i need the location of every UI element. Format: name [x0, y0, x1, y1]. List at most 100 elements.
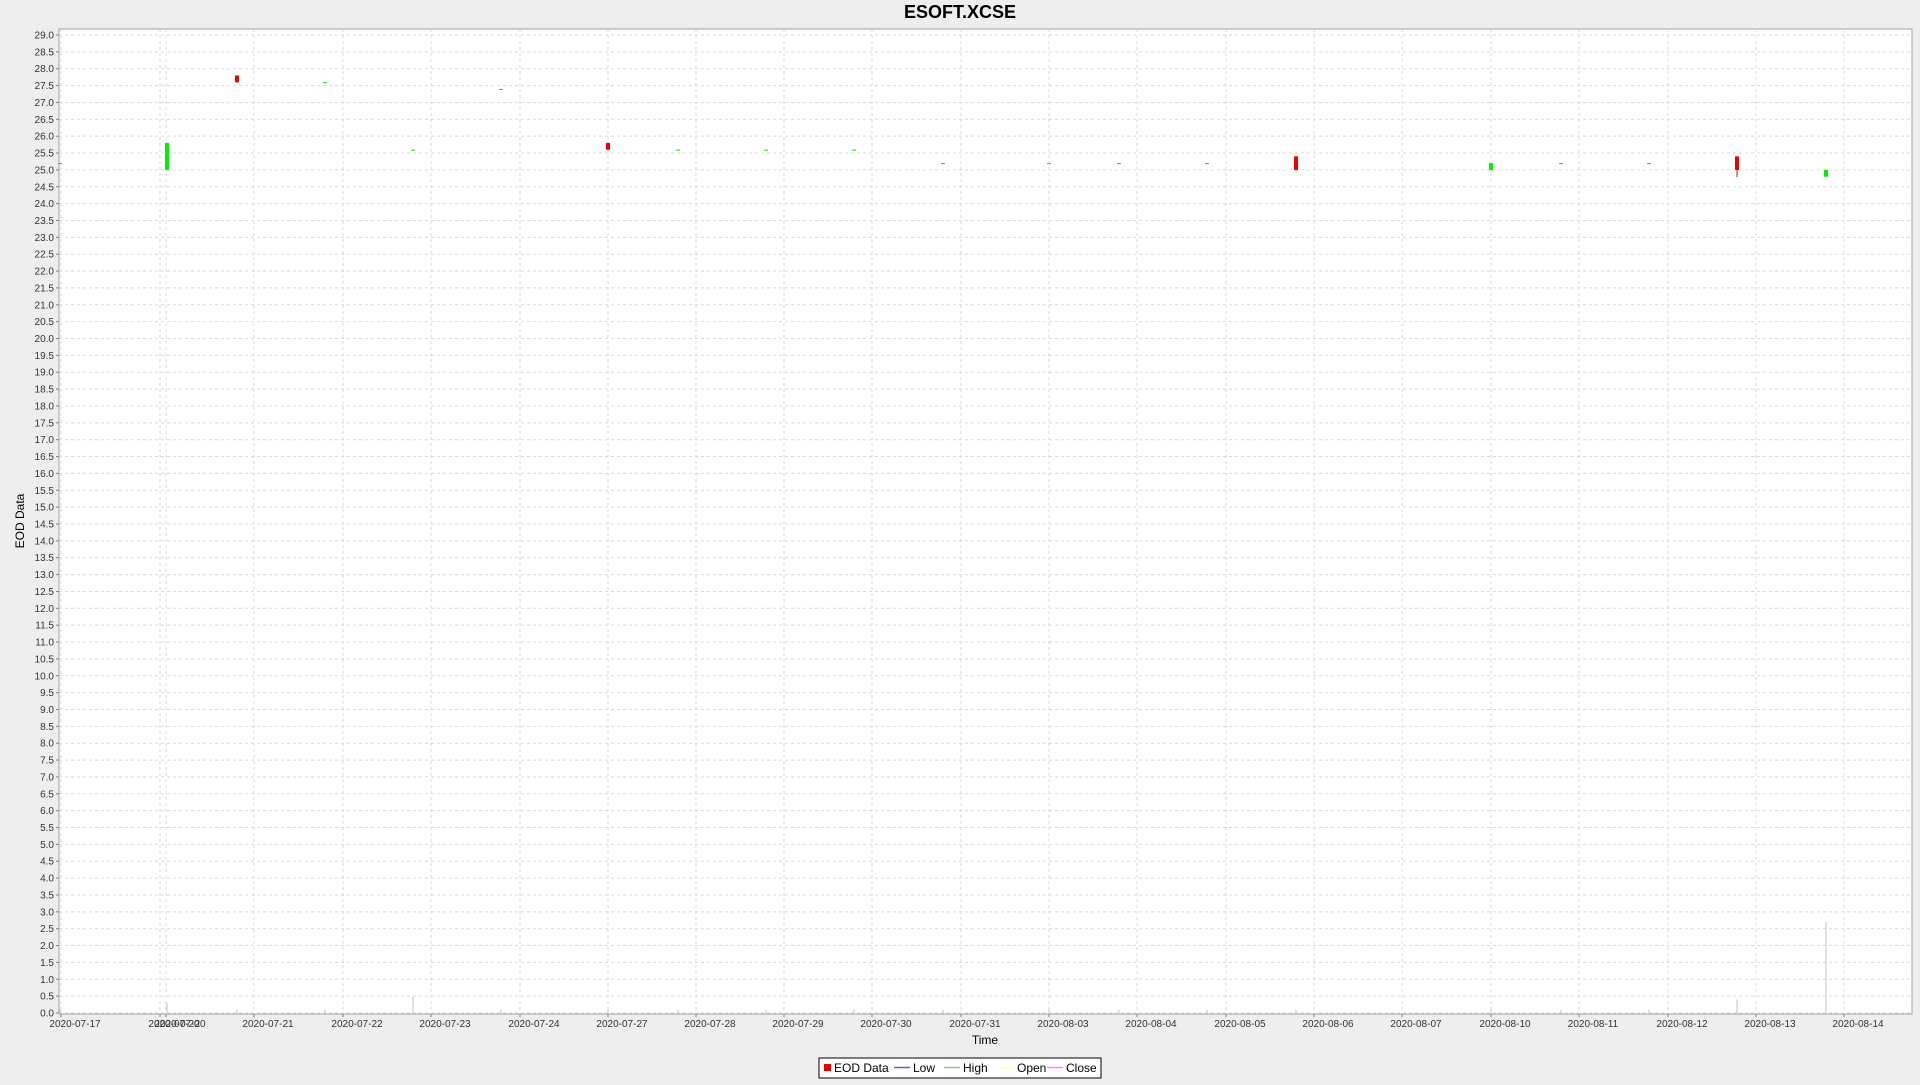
x-tick-label: 2020-07-28	[684, 1019, 736, 1030]
candle-body	[235, 75, 239, 83]
x-tick-label: 2020-08-12	[1656, 1019, 1708, 1030]
y-tick-label: 13.0	[35, 570, 55, 581]
legend-item: Low	[894, 1061, 935, 1075]
x-tick-label: 2020-08-03	[1037, 1019, 1089, 1030]
candle-body	[1117, 163, 1121, 165]
candle	[323, 82, 327, 84]
y-tick-label: 2.5	[40, 924, 54, 935]
y-tick-label: 2.0	[40, 941, 54, 952]
y-tick-label: 28.5	[35, 47, 55, 58]
x-tick-label: 2020-08-07	[1390, 1019, 1442, 1030]
volume-bars	[59, 921, 1827, 1013]
legend-label: Close	[1066, 1061, 1097, 1075]
candle-body	[852, 149, 856, 151]
y-tick-label: 15.5	[35, 486, 55, 497]
candle	[235, 75, 239, 83]
candle-body	[676, 149, 680, 151]
legend-item: EOD Data	[824, 1061, 889, 1075]
candle	[764, 149, 768, 151]
y-tick-label: 5.0	[40, 840, 54, 851]
x-tick-label: 2020-07-20	[154, 1019, 206, 1030]
x-tick-label: 2020-07-24	[508, 1019, 560, 1030]
y-tick-label: 3.5	[40, 890, 54, 901]
x-tick-label: 2020-08-06	[1302, 1019, 1354, 1030]
candle-body	[1559, 163, 1563, 165]
y-tick-label: 21.0	[35, 300, 55, 311]
y-tick-label: 26.5	[35, 115, 55, 126]
y-tick-label: 23.5	[35, 216, 55, 227]
candle	[499, 88, 503, 90]
candle-body	[1047, 163, 1051, 165]
y-tick-label: 6.5	[40, 789, 54, 800]
candle	[165, 142, 169, 171]
y-tick-label: 19.5	[35, 351, 55, 362]
y-tick-label: 8.5	[40, 722, 54, 733]
y-tick-label: 20.0	[35, 334, 55, 345]
y-axis: 0.0 0.5 1.0 1.5 2.0 2.5 3.0 3.5 4.0 4.5 5.0 5.5 6.0 6…	[35, 31, 59, 1020]
y-tick-label: 11.0	[35, 638, 54, 649]
x-tick-label: 2020-07-20	[148, 1019, 200, 1030]
candle-body	[764, 149, 768, 151]
x-tick-label: 2020-08-11	[1568, 1019, 1619, 1030]
candle-body	[58, 163, 62, 165]
candle-body	[1824, 169, 1828, 177]
y-tick-label: 18.0	[35, 401, 55, 412]
y-tick-label: 25.5	[35, 149, 55, 160]
candle-body	[499, 88, 503, 90]
y-tick-label: 16.0	[35, 469, 55, 480]
legend-swatch	[824, 1064, 831, 1071]
x-tick-label: 2020-08-04	[1125, 1019, 1177, 1030]
y-axis-label: EOD Data	[13, 493, 27, 548]
y-tick-label: 20.5	[35, 317, 55, 328]
legend-item: Close	[1047, 1061, 1097, 1075]
y-tick-label: 22.0	[35, 267, 55, 278]
legend-label: Open	[1017, 1061, 1046, 1075]
candle	[941, 163, 945, 165]
x-axis-label: Time	[972, 1033, 999, 1047]
x-tick-label: 2020-07-31	[949, 1019, 1001, 1030]
y-tick-label: 16.5	[35, 452, 55, 463]
candle	[58, 163, 62, 165]
legend-label: EOD Data	[834, 1061, 889, 1075]
y-tick-label: 8.0	[40, 739, 54, 750]
candle	[606, 142, 610, 151]
x-tick-label: 2020-08-13	[1744, 1019, 1796, 1030]
y-tick-label: 18.5	[35, 385, 55, 396]
y-tick-label: 10.5	[35, 654, 55, 665]
y-tick-label: 0.5	[40, 992, 54, 1003]
candle	[1647, 163, 1651, 165]
y-tick-label: 4.0	[40, 874, 54, 885]
candles	[58, 75, 1828, 178]
candle-body	[1294, 156, 1298, 170]
y-tick-label: 24.0	[35, 199, 55, 210]
y-tick-label: 28.0	[35, 64, 55, 75]
legend-item: High	[944, 1061, 988, 1075]
x-tick-label: 2020-08-10	[1479, 1019, 1531, 1030]
legend-label: High	[963, 1061, 988, 1075]
x-tick-label: 2020-07-27	[596, 1019, 648, 1030]
x-tick-label: 2020-07-22	[331, 1019, 383, 1030]
x-tick-label: 2020-07-17	[49, 1019, 101, 1030]
candle-body	[1735, 156, 1739, 170]
candle-body	[941, 163, 945, 165]
x-tick-label: 2020-07-21	[242, 1019, 294, 1030]
candle	[1205, 163, 1209, 165]
x-tick-label: 2020-07-23	[419, 1019, 471, 1030]
y-tick-label: 11.5	[35, 621, 54, 632]
y-tick-label: 27.0	[35, 98, 55, 109]
y-tick-label: 22.5	[35, 250, 55, 261]
y-tick-label: 9.5	[40, 688, 54, 699]
y-tick-label: 29.0	[35, 31, 55, 42]
y-tick-label: 10.0	[35, 671, 55, 682]
y-tick-label: 9.0	[40, 705, 54, 716]
y-tick-label: 24.5	[35, 182, 55, 193]
candle-body	[411, 149, 415, 151]
x-tick-label: 2020-08-14	[1832, 1019, 1884, 1030]
y-tick-label: 27.5	[35, 81, 55, 92]
candle-body	[323, 82, 327, 84]
y-tick-label: 23.0	[35, 233, 55, 244]
y-tick-label: 3.0	[40, 907, 54, 918]
